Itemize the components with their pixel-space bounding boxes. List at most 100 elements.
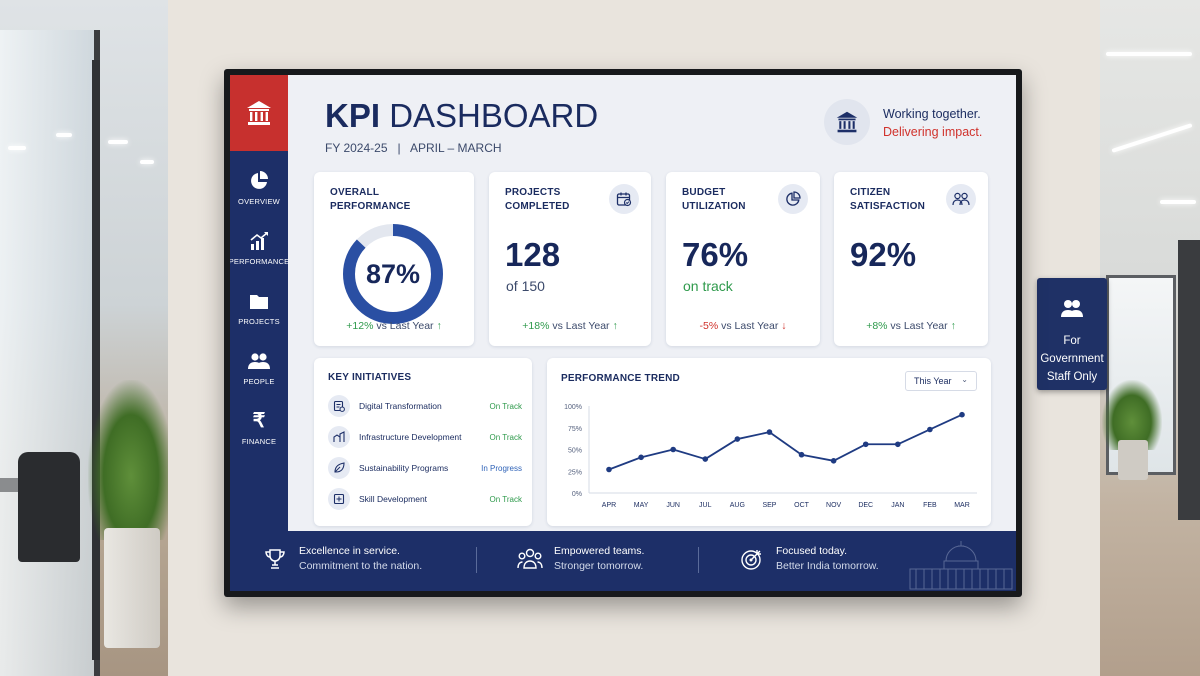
footer-line-2: Better India tomorrow. xyxy=(776,560,879,572)
y-tick-label: 100% xyxy=(564,404,582,411)
data-point xyxy=(670,446,676,453)
kpi-card-overall-performance[interactable]: OVERALL PERFORMANCE 87% +12% vs Last Yea… xyxy=(314,172,474,346)
divider xyxy=(698,547,699,573)
dashboard-header: KPI DASHBOARD FY 2024-25 | APRIL – MARCH… xyxy=(288,75,1016,170)
chevron-down-icon: ⌄ xyxy=(961,375,968,384)
list-item[interactable]: Sustainability Programs In Progress xyxy=(328,456,522,480)
kpi-trend: -5% vs Last Year ↓ xyxy=(699,320,787,332)
tagline-line-1: Working together. xyxy=(883,107,981,121)
data-point xyxy=(606,466,612,473)
parliament-building-illustration xyxy=(909,541,1013,590)
sidebar-item-finance[interactable]: ₹ FINANCE xyxy=(230,411,288,449)
footer-line-2: Commitment to the nation. xyxy=(299,560,423,572)
trophy-icon xyxy=(260,544,290,574)
office-background-left xyxy=(0,0,168,676)
divider xyxy=(476,547,477,573)
people-icon xyxy=(248,351,270,371)
footer-item-excellence: Excellence in service. Commitment to the … xyxy=(260,544,422,574)
kpi-trend: +8% vs Last Year ↑ xyxy=(866,320,956,332)
team-icon xyxy=(515,544,545,574)
page-title: KPI DASHBOARD xyxy=(325,97,598,135)
sidebar-item-people[interactable]: PEOPLE xyxy=(230,351,288,389)
data-point xyxy=(862,441,869,448)
key-initiatives-panel: KEY INITIATIVES Digital Transformation O… xyxy=(314,358,532,526)
pie-chart-icon xyxy=(778,184,808,214)
x-tick-label: MAR xyxy=(954,502,970,509)
footer-line-2: Stronger tomorrow. xyxy=(554,560,644,572)
sidebar-item-label: PROJECTS xyxy=(238,317,280,326)
list-item[interactable]: Skill Development On Track xyxy=(328,487,522,511)
footer-item-teams: Empowered teams. Stronger tomorrow. xyxy=(515,544,644,574)
kpi-label: OVERALL PERFORMANCE xyxy=(330,187,411,212)
kpi-card-budget-utilization[interactable]: BUDGET UTILIZATION 76% on track -5% vs L… xyxy=(666,172,820,346)
performance-trend-panel: PERFORMANCE TREND This Year ⌄ 100% 75% 50%… xyxy=(547,358,991,526)
folder-icon xyxy=(249,291,269,311)
list-item[interactable]: Digital Transformation On Track xyxy=(328,394,522,418)
calendar-check-icon xyxy=(609,184,639,214)
x-tick-label: JUL xyxy=(699,502,712,509)
x-tick-label: FEB xyxy=(923,502,937,509)
initiative-name: Skill Development xyxy=(359,494,428,504)
series-line xyxy=(608,413,963,471)
arrow-up-icon: ↑ xyxy=(612,320,618,332)
status-badge: On Track xyxy=(489,432,522,442)
x-tick-label: SEP xyxy=(762,502,776,509)
infrastructure-icon xyxy=(328,426,350,448)
title-rest: DASHBOARD xyxy=(389,97,599,134)
kpi-value: 76% xyxy=(682,236,749,273)
sidebar-item-label: FINANCE xyxy=(241,437,277,446)
kpi-subtext: on track xyxy=(683,278,733,294)
x-tick-label: NOV xyxy=(826,502,842,509)
office-background-right xyxy=(1100,0,1200,676)
period-select-value: This Year xyxy=(914,376,952,386)
people-icon xyxy=(1037,298,1107,323)
x-tick-label: MAY xyxy=(634,502,649,509)
tagline: Working together. Delivering impact. xyxy=(883,105,982,141)
sidebar-item-label: PERFORMANCE xyxy=(230,257,290,266)
y-tick-label: 50% xyxy=(568,448,582,455)
performance-donut: 87% xyxy=(341,222,445,326)
data-point xyxy=(895,441,901,448)
period-select[interactable]: This Year ⌄ xyxy=(905,371,977,391)
initiative-name: Infrastructure Development xyxy=(359,432,462,442)
kpi-label: PROJECTS COMPLETED xyxy=(505,187,570,212)
arrow-down-icon: ↓ xyxy=(781,320,787,332)
donut-progress-arc xyxy=(343,224,443,324)
sidebar-item-label: PEOPLE xyxy=(243,377,275,386)
checklist-icon xyxy=(328,395,350,417)
kpi-value: 128 xyxy=(505,236,561,273)
sidebar-item-projects[interactable]: PROJECTS xyxy=(230,291,288,329)
sidebar: OVERVIEW PERFORMANCE PROJECTS PEOPLE ₹ F… xyxy=(230,75,290,531)
office-chair xyxy=(18,452,80,562)
emblem-logo xyxy=(230,75,288,151)
data-point xyxy=(798,451,805,458)
kpi-card-citizen-satisfaction[interactable]: CITIZEN SATISFACTION 92% +8% vs Last Yea… xyxy=(834,172,988,346)
sidebar-item-label: OVERVIEW xyxy=(238,197,280,206)
kpi-card-projects-completed[interactable]: PROJECTS COMPLETED 128 of 150 +18% vs La… xyxy=(489,172,651,346)
title-bold: KPI xyxy=(325,97,381,134)
kpi-trend: +18% vs Last Year ↑ xyxy=(522,320,618,332)
tagline-line-2: Delivering impact. xyxy=(883,125,983,139)
kpi-value: 87% xyxy=(365,258,421,289)
arrow-up-icon: ↑ xyxy=(436,320,442,332)
data-point xyxy=(927,426,933,433)
data-point xyxy=(734,436,741,442)
performance-line-chart: 100% 75% 50% 25% 0% APR MAY JUN JUL AUG SEP OCT NOV D… xyxy=(564,404,977,509)
sidebar-item-performance[interactable]: PERFORMANCE xyxy=(230,231,290,269)
kpi-value: 92% xyxy=(850,236,917,273)
x-tick-label: AUG xyxy=(730,502,745,509)
sidebar-item-overview[interactable]: OVERVIEW xyxy=(230,171,288,209)
footer-line-1: Empowered teams. xyxy=(554,545,645,557)
x-tick-label: APR xyxy=(602,502,616,509)
data-point xyxy=(702,456,709,462)
target-icon xyxy=(737,544,767,574)
list-item[interactable]: Infrastructure Development On Track xyxy=(328,425,522,449)
data-point xyxy=(766,429,773,435)
y-tick-label: 0% xyxy=(572,491,582,498)
skill-icon xyxy=(328,488,350,510)
data-point xyxy=(959,411,965,418)
kpi-trend: +12% vs Last Year ↑ xyxy=(346,320,442,332)
kpi-subtext: of 150 xyxy=(506,278,545,294)
bar-growth-icon xyxy=(249,231,269,251)
leaf-icon xyxy=(328,457,350,479)
